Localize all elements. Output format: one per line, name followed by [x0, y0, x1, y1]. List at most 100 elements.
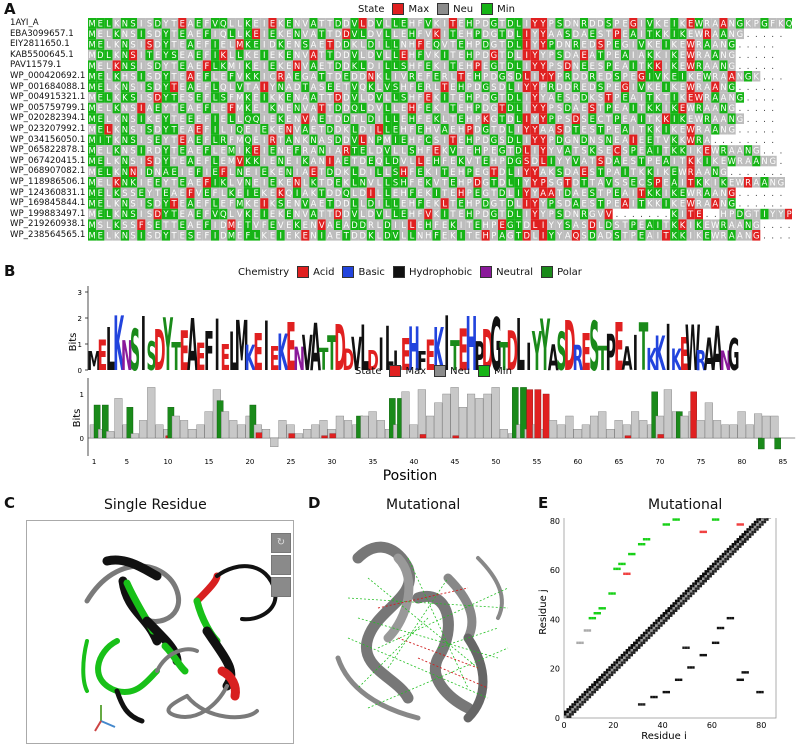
msa-residue: S	[491, 82, 496, 92]
contact-cell	[739, 523, 742, 526]
msa-cell	[711, 71, 720, 82]
viewer-control-button-2[interactable]	[271, 555, 291, 575]
contact-cell	[689, 594, 693, 598]
msa-cell	[268, 155, 277, 167]
msa-cell	[514, 18, 523, 29]
contact-cell	[598, 678, 601, 682]
contact-cell	[758, 690, 762, 694]
msa-residue: I	[329, 146, 331, 156]
msa-cell	[88, 145, 97, 156]
msa-cell	[555, 145, 564, 156]
msa-cell	[678, 102, 687, 114]
msa-residue: I	[230, 124, 232, 134]
msa-residue: M	[88, 103, 95, 113]
msa-cell	[399, 28, 408, 40]
msa-residue: P	[377, 135, 382, 145]
msa-cell	[547, 113, 556, 124]
msa-residue: A	[581, 156, 587, 166]
msa-cell	[473, 18, 482, 29]
bar-neu	[434, 402, 443, 439]
msa-residue: L	[508, 124, 513, 134]
msa-residue: E	[196, 156, 201, 166]
msa-residue: A	[188, 40, 194, 50]
msa-residue: L	[213, 71, 218, 81]
msa-cell	[202, 124, 211, 135]
msa-cell	[202, 177, 211, 188]
contact-cell	[571, 708, 574, 711]
msa-cell	[375, 60, 384, 71]
msa-cell	[137, 198, 146, 209]
logo-letter: G	[490, 305, 501, 382]
msa-residue: S	[401, 93, 406, 103]
msa-cell	[129, 155, 138, 167]
contact-cell	[687, 594, 690, 598]
msa-residue: V	[639, 40, 645, 50]
msa-cell	[268, 177, 277, 188]
contact-cell	[719, 555, 722, 558]
contact-cell	[650, 631, 653, 635]
msa-cell	[170, 177, 179, 188]
msa-residue: .	[739, 82, 742, 92]
msa-cell	[539, 102, 548, 114]
msa-residue: S	[565, 93, 570, 103]
msa-cell	[686, 92, 695, 103]
msa-residue: L	[221, 124, 226, 134]
msa-cell	[768, 145, 777, 156]
msa-residue: F	[204, 199, 209, 209]
msa-cell	[498, 18, 507, 29]
logo-letter: D	[506, 321, 518, 382]
msa-cell	[424, 187, 433, 199]
msa-residue: H	[401, 167, 407, 177]
msa-cell	[219, 113, 228, 124]
msa-cell	[768, 113, 777, 124]
msa-cell	[481, 177, 490, 188]
msa-cell	[481, 208, 490, 220]
msa-residue: P	[549, 114, 554, 124]
msa-residue: T	[326, 199, 333, 209]
msa-residue: A	[630, 29, 636, 39]
msa-cell	[293, 134, 302, 146]
structure-viewer-single-residue[interactable]: ↻	[26, 520, 294, 744]
viewer-control-button-3[interactable]	[271, 577, 291, 597]
msa-residue: N	[720, 50, 726, 60]
msa-residue: H	[425, 220, 431, 230]
msa-residue: P	[541, 177, 546, 187]
msa-cell	[235, 92, 244, 103]
msa-cell	[481, 198, 490, 209]
msa-residue: N	[761, 156, 767, 166]
msa-cell	[153, 92, 162, 103]
msa-cell	[424, 134, 433, 146]
msa-cell	[596, 81, 605, 93]
msa-cell	[301, 145, 310, 156]
contact-cell	[633, 648, 636, 652]
contact-cell	[721, 557, 725, 561]
msa-cell	[366, 71, 375, 82]
msa-cell	[555, 71, 564, 82]
msa-residue: I	[640, 93, 642, 103]
min-legend-label-b: Min	[494, 365, 512, 377]
msa-cell	[719, 92, 728, 103]
msa-cell	[366, 134, 375, 146]
reset-view-icon[interactable]: ↻	[271, 533, 291, 553]
contact-cell	[665, 619, 668, 622]
msa-cell	[219, 198, 228, 209]
msa-residue: M	[384, 135, 391, 145]
msa-residue: K	[696, 146, 702, 156]
msa-cell	[202, 113, 211, 124]
msa-residue: R	[442, 71, 448, 81]
contact-cell	[677, 602, 680, 605]
msa-residue: H	[466, 209, 472, 219]
bar-neu	[270, 437, 279, 448]
msa-cell	[752, 230, 761, 241]
msa-cell	[243, 60, 252, 71]
msa-residue: K	[647, 82, 653, 92]
msa-cell	[170, 18, 179, 29]
contact-cell	[731, 552, 735, 556]
msa-residue: .	[739, 124, 742, 134]
msa-cell	[383, 92, 392, 103]
msa-cell	[612, 230, 621, 241]
msa-residue: E	[319, 61, 324, 71]
msa-cell	[375, 113, 384, 124]
msa-cell	[112, 124, 121, 135]
msa-residue: Y	[523, 124, 530, 134]
